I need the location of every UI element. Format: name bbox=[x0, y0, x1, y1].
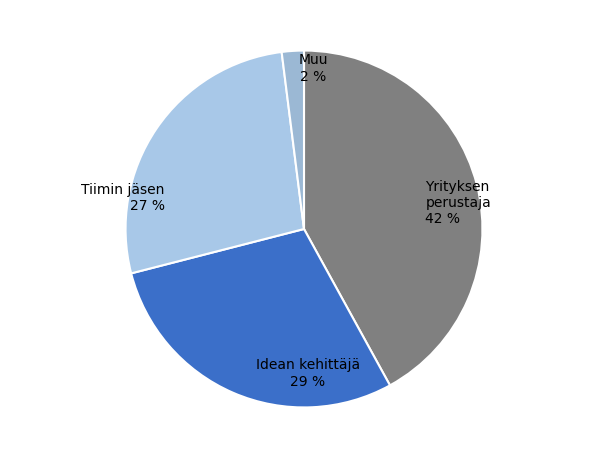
Text: Yrityksen
perustaja
42 %: Yrityksen perustaja 42 % bbox=[426, 179, 491, 226]
Text: Tiimin jäsen
27 %: Tiimin jäsen 27 % bbox=[81, 182, 165, 213]
Text: Idean kehittäjä
29 %: Idean kehittäjä 29 % bbox=[255, 358, 359, 388]
Wedge shape bbox=[304, 51, 482, 386]
Wedge shape bbox=[282, 51, 304, 230]
Wedge shape bbox=[126, 53, 304, 274]
Text: Muu
2 %: Muu 2 % bbox=[298, 53, 328, 84]
Wedge shape bbox=[131, 230, 390, 408]
